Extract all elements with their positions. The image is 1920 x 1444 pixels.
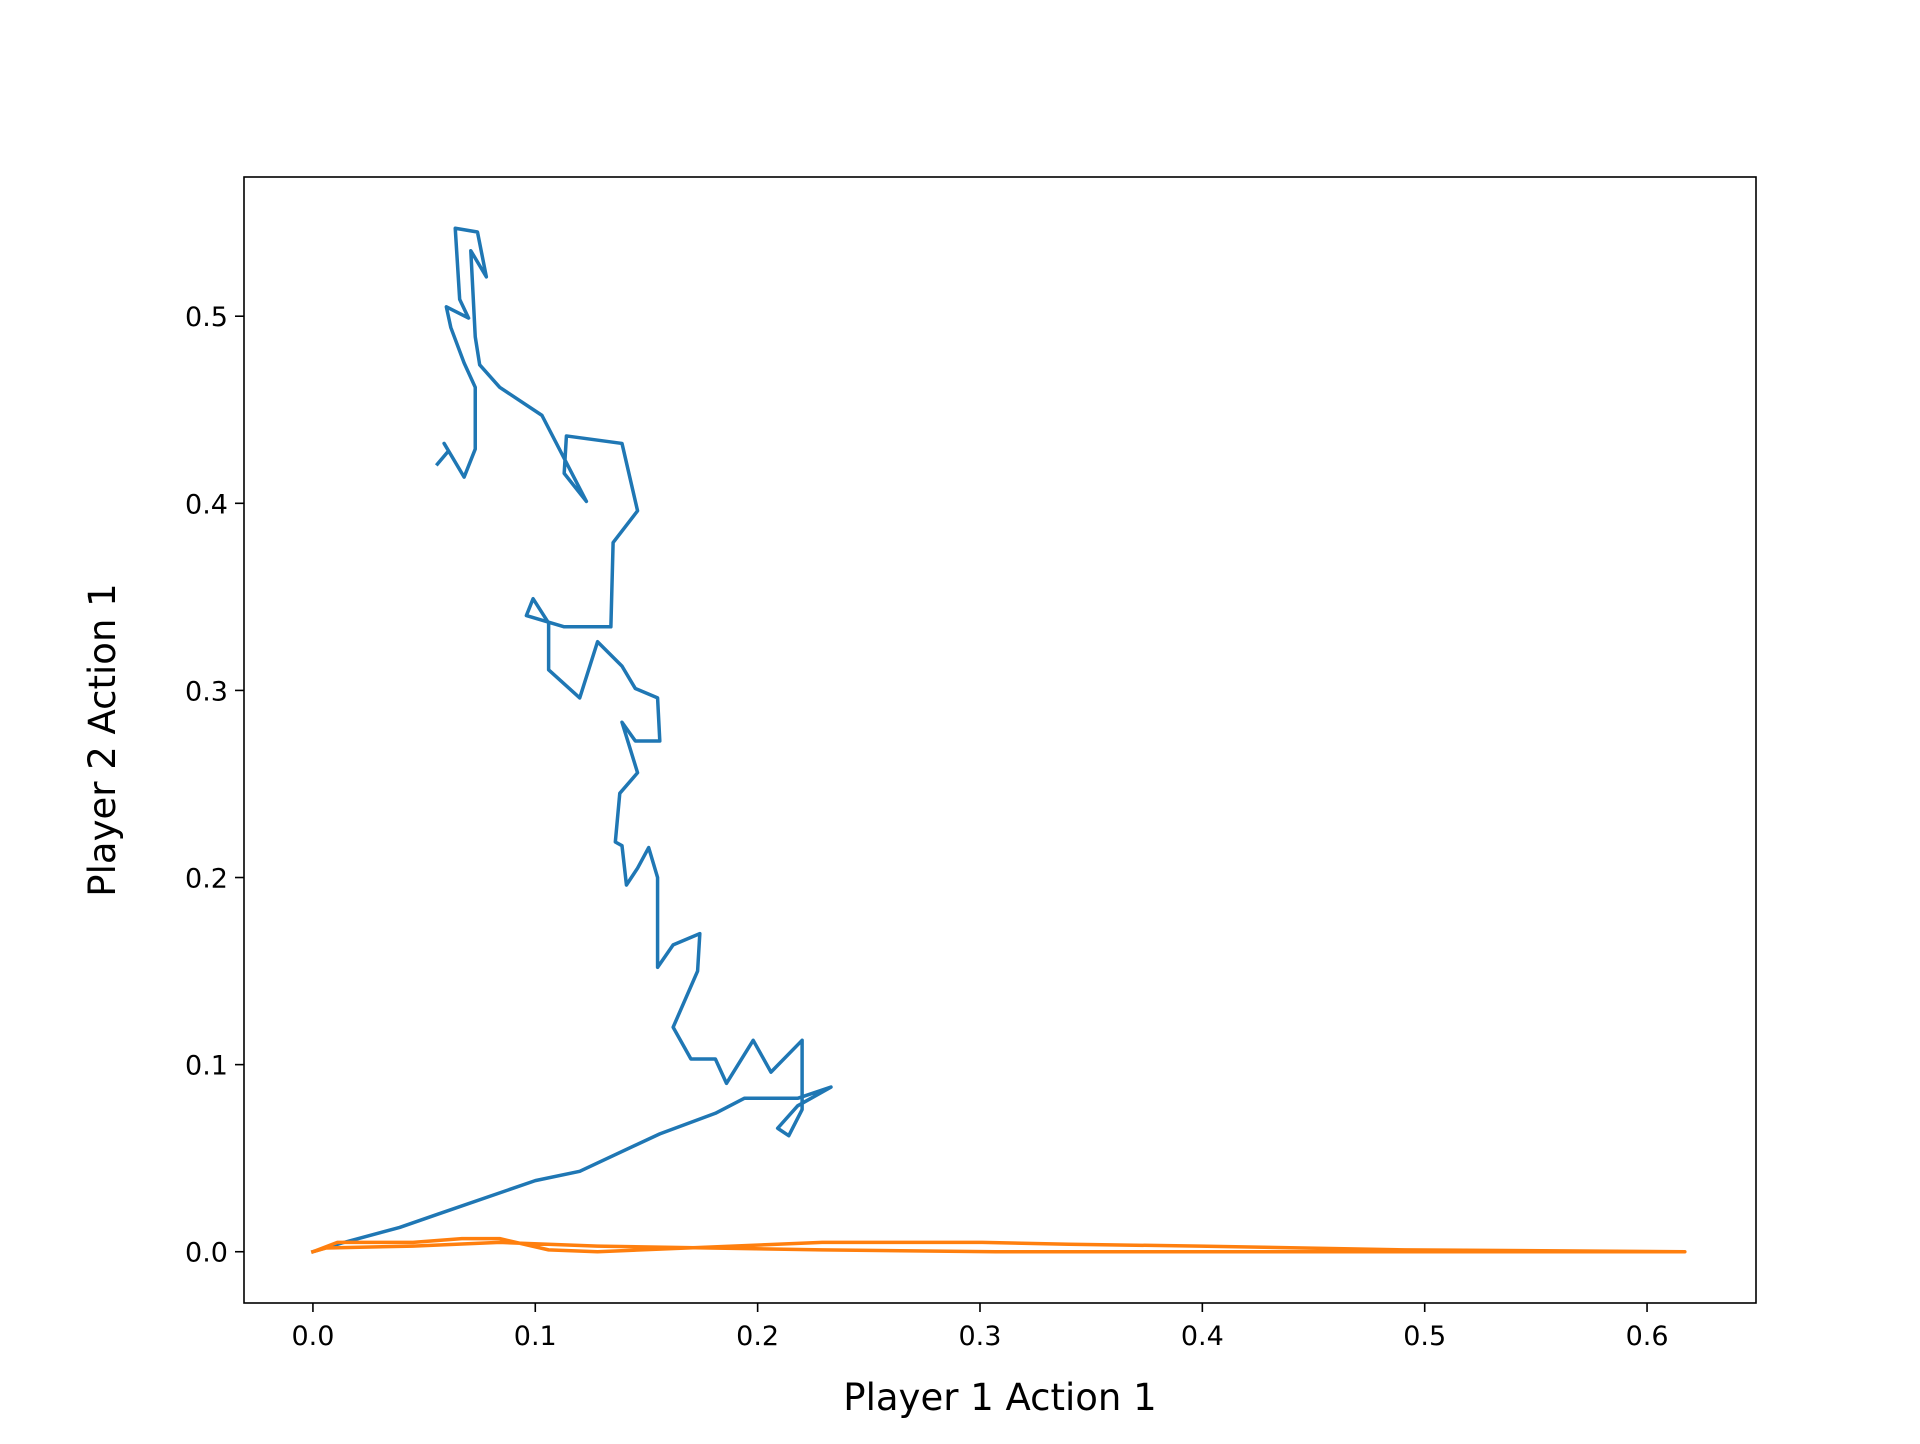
- y-axis-label: Player 2 Action 1: [81, 583, 124, 896]
- y-tick-label: 0.5: [185, 302, 228, 333]
- data-line: [310, 226, 833, 1254]
- x-tick-label: 0.2: [736, 1321, 779, 1352]
- y-tick-label: 0.4: [185, 489, 228, 520]
- y-tick-label: 0.3: [185, 676, 228, 707]
- plot-frame: [243, 176, 1757, 1304]
- y-tick-label: 0.2: [185, 864, 228, 895]
- y-tick-label: 0.1: [185, 1051, 228, 1082]
- data-line: [310, 1236, 1687, 1254]
- x-tick-label: 0.3: [959, 1321, 1002, 1352]
- x-tick-label: 0.1: [514, 1321, 557, 1352]
- x-axis-label: Player 1 Action 1: [843, 1376, 1156, 1419]
- x-tick-label: 0.4: [1181, 1321, 1224, 1352]
- x-tick-label: 0.0: [291, 1321, 334, 1352]
- y-tick-label: 0.0: [185, 1238, 228, 1269]
- x-tick-label: 0.6: [1626, 1321, 1669, 1352]
- x-tick-label: 0.5: [1403, 1321, 1446, 1352]
